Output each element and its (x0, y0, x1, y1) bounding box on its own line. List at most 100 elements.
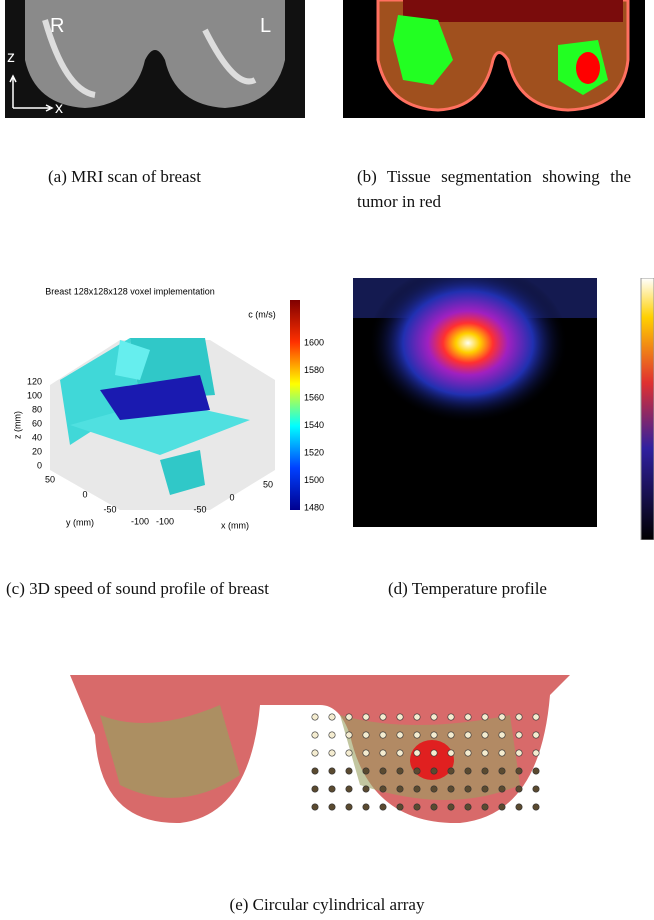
array-element (346, 732, 352, 738)
array-element (380, 804, 386, 810)
array-element (363, 786, 369, 792)
array-element (482, 732, 488, 738)
colorbar-tick-label: 1540 (304, 420, 324, 430)
array-element (329, 732, 335, 738)
array-element (448, 714, 454, 720)
array-element (533, 804, 539, 810)
array-element (397, 768, 403, 774)
array-element (329, 786, 335, 792)
colorbar-tick-label: 1560 (304, 392, 324, 402)
array-element (431, 750, 437, 756)
array-element (312, 714, 318, 720)
array-element (499, 714, 505, 720)
x-tick-label: -50 (193, 504, 206, 514)
colorbar-tick-label: 1520 (304, 447, 324, 457)
array-element (465, 732, 471, 738)
array-element (499, 768, 505, 774)
array-element (448, 750, 454, 756)
plot-3d: Breast 128x128x128 voxel implementation … (0, 280, 340, 540)
colorbar-tick-label: 1480 (304, 502, 324, 512)
array-element (448, 804, 454, 810)
array-element (414, 804, 420, 810)
colorbar-tick-label: 1500 (304, 475, 324, 485)
array-element (533, 786, 539, 792)
array-element (431, 732, 437, 738)
caption: (c) 3D speed of sound profile of breast (6, 576, 306, 601)
array-element (397, 732, 403, 738)
page: R L z x (a) MRI scan of breast (b) Tissu… (0, 0, 654, 920)
array-element (516, 768, 522, 774)
array-element (380, 732, 386, 738)
array-element (363, 804, 369, 810)
array-element (380, 786, 386, 792)
array-element (312, 768, 318, 774)
caption: (d) Temperature profile (388, 576, 547, 601)
array-element (533, 714, 539, 720)
array-element (499, 804, 505, 810)
y-tick-label: -50 (103, 504, 116, 514)
array-element (346, 750, 352, 756)
array-element (397, 750, 403, 756)
array-element (533, 750, 539, 756)
array-element (414, 768, 420, 774)
array-element (380, 714, 386, 720)
array-element (465, 714, 471, 720)
array-element (465, 768, 471, 774)
array-element (329, 768, 335, 774)
z-tick-label: 120 (27, 376, 42, 386)
array-element (329, 714, 335, 720)
caption: (b) Tissue segmentation showing the tumo… (357, 164, 631, 214)
temperature-image (353, 278, 654, 540)
array-element (312, 750, 318, 756)
plot-title: Breast 128x128x128 voxel implementation (45, 286, 215, 296)
image-label: R (50, 15, 64, 37)
array-element (533, 768, 539, 774)
z-tick-label: 100 (27, 390, 42, 400)
array-element (499, 786, 505, 792)
array-element (448, 768, 454, 774)
array-element (329, 750, 335, 756)
axis-label: z (mm) (12, 411, 22, 439)
array-element (363, 768, 369, 774)
x-tick-label: 50 (263, 479, 273, 489)
z-tick-label: 60 (32, 418, 42, 428)
array-element (431, 768, 437, 774)
array-element (346, 786, 352, 792)
array-element (431, 804, 437, 810)
z-tick-label: 40 (32, 432, 42, 442)
caption: (e) Circular cylindrical array (0, 892, 654, 917)
y-tick-label: 50 (45, 474, 55, 484)
axis-label: z (7, 49, 15, 66)
image-label: L (260, 15, 271, 37)
array-element (482, 768, 488, 774)
array-element (448, 786, 454, 792)
caption: (a) MRI scan of breast (48, 164, 201, 189)
array-element (346, 804, 352, 810)
array-element (465, 750, 471, 756)
array-image (70, 675, 570, 835)
array-element (414, 714, 420, 720)
array-element (363, 732, 369, 738)
array-element (312, 732, 318, 738)
array-element (516, 714, 522, 720)
axis-label: y (mm) (66, 517, 94, 527)
array-element (431, 714, 437, 720)
array-element (397, 804, 403, 810)
colorbar-tick-label: 1600 (304, 337, 324, 347)
x-tick-label: 0 (229, 492, 234, 502)
segmentation-image (343, 0, 645, 118)
colorbar-label: c (m/s) (248, 309, 276, 319)
array-element (363, 750, 369, 756)
array-element (482, 804, 488, 810)
array-element (380, 768, 386, 774)
array-element (516, 732, 522, 738)
z-tick-label: 80 (32, 404, 42, 414)
array-element (499, 750, 505, 756)
mri-image: R L z x (5, 0, 305, 118)
array-element (516, 750, 522, 756)
array-element (516, 804, 522, 810)
array-element (414, 732, 420, 738)
axis-label: x (55, 100, 63, 117)
z-tick-label: 0 (37, 460, 42, 470)
array-element (414, 750, 420, 756)
